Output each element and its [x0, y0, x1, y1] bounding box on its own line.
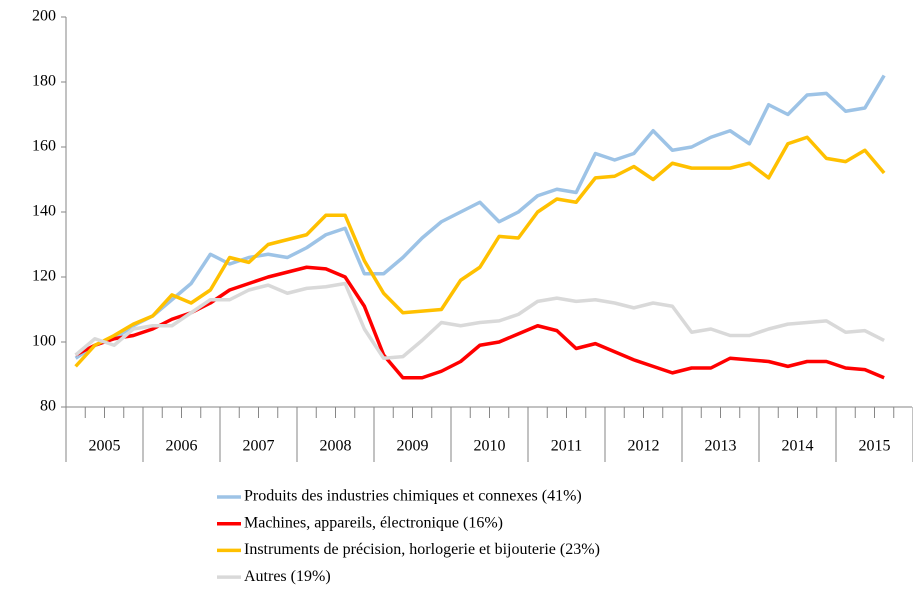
x-tick-label: 2012	[628, 438, 660, 455]
x-tick-label: 2010	[474, 438, 506, 455]
x-tick-label: 2007	[243, 438, 275, 455]
series-line	[74, 265, 885, 380]
y-tick-label: 140	[32, 203, 56, 220]
y-tick-label: 100	[32, 333, 56, 350]
x-tick-label: 2009	[397, 438, 429, 455]
x-tick-label: 2015	[859, 438, 891, 455]
legend-label: Instruments de précision, horlogerie et …	[244, 541, 600, 558]
legend-label: Produits des industries chimiques et con…	[244, 488, 582, 505]
series-line	[74, 135, 886, 368]
y-tick-label: 120	[32, 268, 56, 285]
y-tick-label: 200	[32, 8, 56, 25]
y-tick-label: 180	[32, 73, 56, 90]
x-tick-label: 2014	[782, 438, 814, 455]
legend-label: Machines, appareils, électronique (16%)	[244, 514, 503, 531]
x-tick-label: 2013	[705, 438, 737, 455]
y-tick-label: 80	[40, 398, 56, 415]
x-tick-label: 2006	[166, 438, 198, 455]
series-line	[74, 74, 886, 360]
y-tick-label: 160	[32, 138, 56, 155]
legend-label: Autres (19%)	[244, 568, 331, 585]
x-tick-label: 2005	[89, 438, 121, 455]
x-tick-label: 2011	[551, 438, 582, 455]
series-line	[74, 281, 885, 360]
x-tick-label: 2008	[320, 438, 352, 455]
